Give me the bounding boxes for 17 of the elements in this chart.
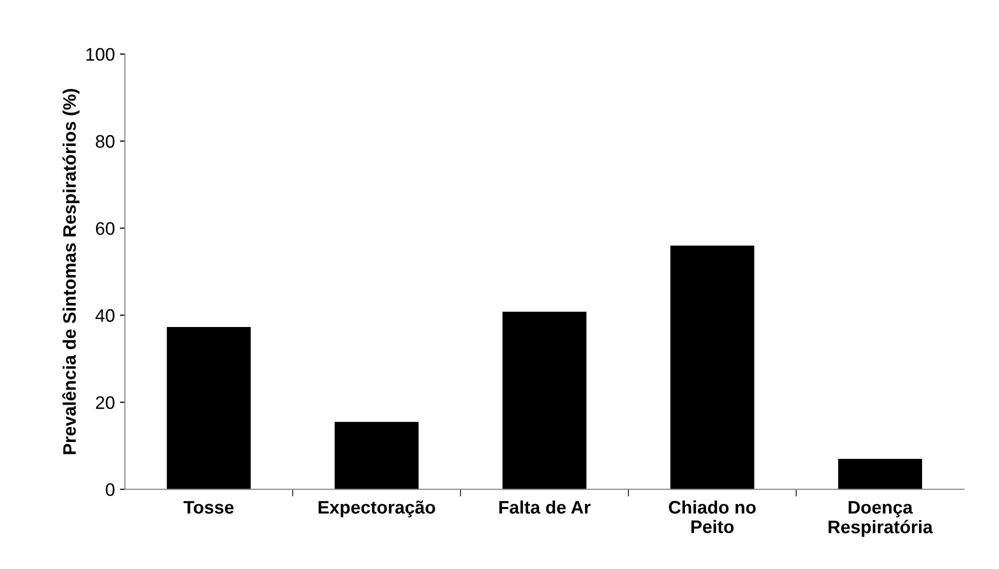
bar (838, 458, 922, 490)
x-tick-label: Doença Respiratória (828, 501, 933, 537)
x-tick-label: Chiado no Peito (668, 500, 756, 534)
x-tick-label: Tosse (184, 501, 234, 514)
y-tick-label: 20 (96, 396, 114, 410)
x-tick-label: Falta de Ar (499, 500, 590, 514)
y-tick-label: 60 (96, 222, 114, 235)
bar (502, 312, 586, 490)
bar (670, 246, 754, 490)
x-tick-label: Expectoração (318, 500, 436, 518)
y-tick-label: 80 (96, 135, 114, 148)
y-axis-title: Prevalência de Sintomas Respiratórios (%) (62, 88, 80, 454)
y-tick-label: 0 (106, 483, 114, 496)
bar (166, 326, 251, 490)
y-tick-label: 100 (86, 48, 114, 61)
y-tick-label: 40 (95, 309, 114, 322)
bar (334, 422, 419, 490)
